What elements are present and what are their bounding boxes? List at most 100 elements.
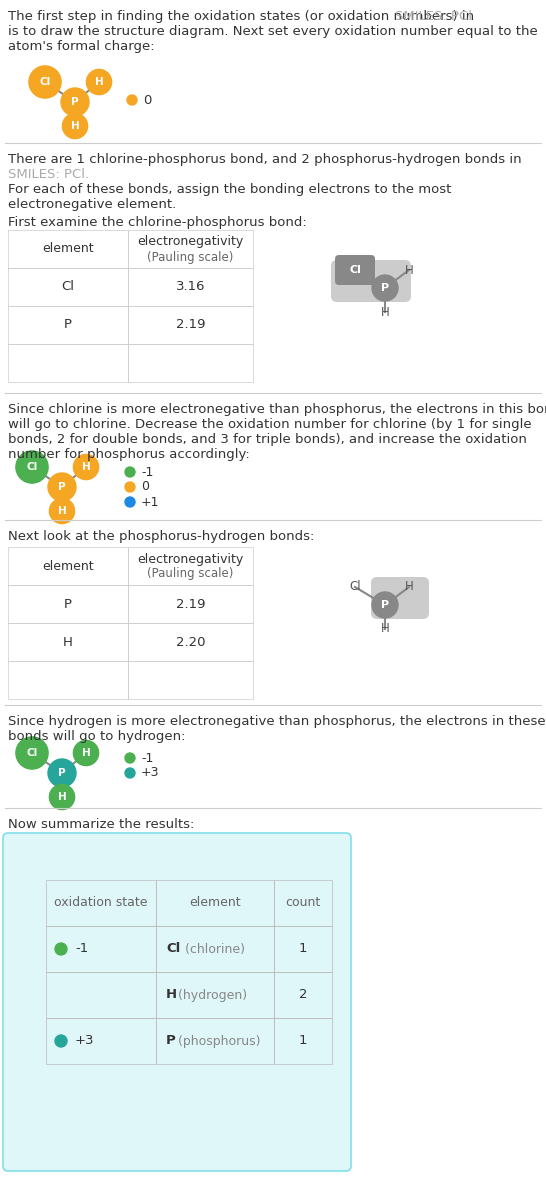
- Text: P: P: [64, 597, 72, 610]
- Bar: [8, 344, 128, 382]
- Bar: [8, 661, 128, 699]
- Text: 0: 0: [141, 481, 149, 494]
- Text: Since hydrogen is more electronegative than phosphorus, the electrons in these: Since hydrogen is more electronegative t…: [8, 715, 545, 728]
- Text: For each of these bonds, assign the bonding electrons to the most: For each of these bonds, assign the bond…: [8, 183, 452, 196]
- Text: H: H: [381, 622, 389, 635]
- Text: SMILES: PCl.: SMILES: PCl.: [8, 168, 89, 181]
- Text: P: P: [64, 318, 72, 331]
- Text: H: H: [405, 581, 413, 594]
- Text: P: P: [381, 600, 389, 610]
- Bar: [8, 623, 128, 661]
- Text: P: P: [381, 283, 389, 293]
- Text: 2.19: 2.19: [176, 318, 205, 331]
- Text: element: element: [42, 560, 94, 573]
- Text: 1: 1: [299, 1034, 307, 1047]
- Bar: [8, 585, 128, 623]
- Bar: [128, 623, 253, 661]
- Text: (hydrogen): (hydrogen): [174, 988, 247, 1001]
- Text: electronegative element.: electronegative element.: [8, 198, 176, 211]
- Text: electronegativity: electronegativity: [138, 552, 244, 565]
- Circle shape: [125, 466, 135, 477]
- Text: H: H: [81, 748, 91, 757]
- Bar: [46, 1018, 156, 1064]
- Text: SMILES: PCl: SMILES: PCl: [395, 9, 472, 24]
- Text: 1: 1: [299, 942, 307, 955]
- Text: The first step in finding the oxidation states (or oxidation numbers) in: The first step in finding the oxidation …: [8, 9, 478, 24]
- Text: Cl: Cl: [349, 265, 361, 274]
- Text: P: P: [58, 482, 66, 492]
- Bar: [8, 269, 128, 306]
- Text: 3.16: 3.16: [176, 280, 205, 293]
- Bar: [274, 880, 332, 926]
- Circle shape: [16, 451, 48, 483]
- Text: Cl: Cl: [62, 280, 74, 293]
- FancyBboxPatch shape: [335, 254, 375, 285]
- Text: oxidation state: oxidation state: [54, 896, 148, 909]
- Text: (Pauling scale): (Pauling scale): [147, 568, 234, 581]
- Circle shape: [125, 768, 135, 777]
- Circle shape: [48, 759, 76, 787]
- Bar: [128, 230, 253, 269]
- Text: 0: 0: [143, 93, 151, 106]
- Bar: [46, 972, 156, 1018]
- Text: Cl: Cl: [39, 77, 51, 87]
- Circle shape: [55, 1035, 67, 1047]
- Text: H: H: [70, 121, 79, 131]
- Bar: [156, 972, 274, 1018]
- Text: H: H: [405, 264, 413, 277]
- Text: P: P: [58, 768, 66, 777]
- Circle shape: [29, 66, 61, 98]
- Circle shape: [127, 95, 137, 105]
- Text: H: H: [58, 507, 67, 516]
- Text: There are 1 chlorine-phosphorus bond, and 2 phosphorus-hydrogen bonds in: There are 1 chlorine-phosphorus bond, an…: [8, 153, 521, 166]
- Text: P: P: [71, 97, 79, 107]
- Text: +3: +3: [141, 767, 159, 780]
- Text: 2.19: 2.19: [176, 597, 205, 610]
- Text: count: count: [286, 896, 321, 909]
- Text: bonds will go to hydrogen:: bonds will go to hydrogen:: [8, 730, 186, 743]
- Text: -1: -1: [141, 752, 153, 765]
- Circle shape: [62, 113, 87, 139]
- Text: electronegativity: electronegativity: [138, 236, 244, 249]
- Circle shape: [16, 737, 48, 769]
- Text: 2.20: 2.20: [176, 635, 205, 649]
- Bar: [8, 230, 128, 269]
- Text: Answer:: Answer:: [20, 854, 75, 868]
- Text: H: H: [166, 988, 177, 1001]
- Circle shape: [73, 741, 99, 766]
- Circle shape: [125, 497, 135, 507]
- Text: Now summarize the results:: Now summarize the results:: [8, 818, 194, 830]
- FancyBboxPatch shape: [371, 577, 429, 618]
- Circle shape: [55, 944, 67, 955]
- Text: number for phosphorus accordingly:: number for phosphorus accordingly:: [8, 448, 250, 461]
- Text: +3: +3: [75, 1034, 94, 1047]
- Text: will go to chlorine. Decrease the oxidation number for chlorine (by 1 for single: will go to chlorine. Decrease the oxidat…: [8, 418, 532, 431]
- Bar: [128, 661, 253, 699]
- Text: H: H: [81, 462, 91, 472]
- Text: +1: +1: [141, 496, 159, 509]
- Bar: [156, 880, 274, 926]
- Text: H: H: [63, 635, 73, 649]
- Bar: [128, 269, 253, 306]
- Bar: [128, 306, 253, 344]
- Bar: [128, 344, 253, 382]
- Bar: [156, 926, 274, 972]
- Circle shape: [372, 274, 398, 302]
- Circle shape: [125, 482, 135, 492]
- Text: (chlorine): (chlorine): [181, 942, 245, 955]
- Text: is to draw the structure diagram. Next set every oxidation number equal to the: is to draw the structure diagram. Next s…: [8, 25, 538, 38]
- Text: (phosphorus): (phosphorus): [174, 1034, 260, 1047]
- Text: Cl: Cl: [349, 581, 361, 594]
- Text: H: H: [94, 77, 103, 87]
- Text: bonds, 2 for double bonds, and 3 for triple bonds), and increase the oxidation: bonds, 2 for double bonds, and 3 for tri…: [8, 434, 527, 446]
- Text: H: H: [58, 792, 67, 802]
- Circle shape: [49, 498, 75, 523]
- Text: (Pauling scale): (Pauling scale): [147, 251, 234, 264]
- FancyBboxPatch shape: [331, 260, 411, 302]
- Text: -1: -1: [141, 465, 153, 478]
- Bar: [274, 972, 332, 1018]
- Text: Cl: Cl: [26, 462, 38, 472]
- Bar: [156, 1018, 274, 1064]
- Circle shape: [48, 474, 76, 501]
- Text: element: element: [189, 896, 241, 909]
